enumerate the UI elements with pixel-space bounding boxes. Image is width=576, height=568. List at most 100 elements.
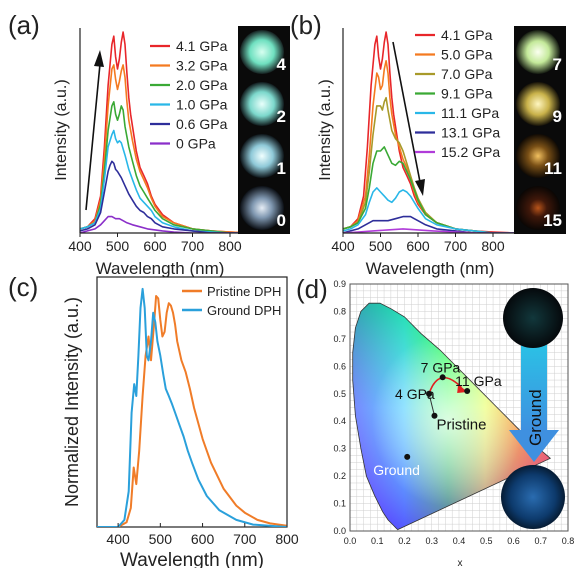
x-tick-label: 700 [444,238,468,254]
x-tick-label: 400 [68,238,92,254]
crystal-photo [516,186,560,230]
legend-label: 11.1 GPa [441,105,499,121]
cie-point [404,453,411,460]
series-line-0-2 [80,101,253,233]
x-tick-label: 0.8 [562,536,575,546]
y-tick-label: 0.5 [333,389,346,399]
panel-d: (d) 0.0 0.1 0.2 0.3 0.4 0.5 0.6 0.7 0.8 0.0 0.1 0.2… [296,274,574,568]
photo-pressure-label: 9 [553,107,562,126]
series-line-0-4 [80,160,253,233]
photo-strip-b: 7 9 11 15 [514,26,566,234]
y-tick-label: 0.0 [333,526,346,536]
y-axis-label-c: Normalized Intensity (a.u.) [62,297,82,507]
x-tick-label: 400 [106,531,130,547]
x-tick-label: 700 [233,531,257,547]
pristine-link [428,393,435,416]
legend-label: 4.1 GPa [441,27,493,43]
photo-pressure-label: 15 [543,211,562,230]
point-label: Pristine [436,417,486,434]
x-tick-label: 500 [369,238,393,254]
y-tick-label: 0.8 [333,306,346,316]
x-tick-label: 600 [406,238,430,254]
legend-label: 0.6 GPa [176,116,228,132]
ground-arrow-head [509,430,559,462]
x-tick-label: 800 [481,238,505,254]
y-tick-label: 0.6 [333,361,346,371]
x-tick-label: 0.6 [507,536,520,546]
y-tick-label: 0.4 [333,416,346,426]
x-tick-label: 800 [218,238,242,254]
x-ticks-a: 400 500 600 700 800 [68,233,242,254]
y-tick-label: 0.7 [333,334,346,344]
series-line-0-5 [80,215,253,233]
curves-b [343,31,516,233]
series-line-c-1 [97,287,287,527]
panel-c: (c) 400 500 600 700 800 Wavelength (nm) Norm… [8,272,299,568]
plot-area-b: 400 500 600 700 800 Wavelength (nm) Intensit… [317,27,523,278]
plot-frame-d [349,283,569,532]
legend-label: Pristine DPH [207,284,281,299]
ground-arrow-label: Ground [526,389,545,446]
x-tick-label: 700 [181,238,205,254]
x-axis-label-b: Wavelength (nm) [366,259,495,278]
x-tick-label: 600 [191,531,215,547]
cie-point [464,388,471,395]
photo-strip-a: 4 2 1 0 [238,26,290,234]
photo-pressure-label: 2 [277,107,286,126]
ground-arrow-group: Ground [501,288,565,529]
point-label: 4 GPa [395,386,435,402]
legend-label: 0 GPa [176,136,216,152]
ground-arrow-shaft [521,336,547,432]
x-ticks-c: 400 500 600 700 800 [106,523,299,547]
series-line-1-6 [343,228,516,233]
x-tick-label: 800 [275,531,299,547]
x-axis-label-a: Wavelength (nm) [96,259,225,278]
series-line-0-0 [80,31,253,233]
y-axis-label-b: Intensity (a.u.) [317,79,334,180]
legend-c: Pristine DPH Ground DPH [182,284,281,318]
photo-pressure-label: 7 [553,55,562,74]
cie-point [431,412,438,419]
crystal-photo [516,30,560,74]
series-line-c-0 [97,295,287,527]
photo-pressure-label: 1 [277,159,286,178]
x-tick-label: 400 [331,238,355,254]
cie-point [426,390,433,397]
legend-a: 4.1 GPa 3.2 GPa 2.0 GPa 1.0 GPa 0.6 GPa 0 GPa [150,38,228,152]
panel-label-c: (c) [8,272,38,302]
legend-label: Ground DPH [207,303,281,318]
x-tick-label: 0.1 [371,536,384,546]
x-tick-label: 0.2 [398,536,411,546]
photo-pressure-label: 0 [277,211,286,230]
x-axis-label-d: x [458,558,463,568]
crystal-photo [240,186,284,230]
x-tick-label: 500 [106,238,130,254]
point-label: 7 GPa [421,359,461,375]
x-tick-label: 600 [143,238,167,254]
series-line-1-3 [343,146,516,233]
y-tick-label: 0.1 [333,499,346,509]
y-axis-label-a: Intensity (a.u.) [53,79,70,180]
legend-label: 13.1 GPa [441,125,500,141]
panel-label-d: (d) [296,274,328,304]
y-tick-label: 0.9 [333,279,346,289]
x-axis-label-c: Wavelength (nm) [120,550,264,568]
panel-a: (a) 400 500 600 700 800 Wavelength (nm) Inte… [8,10,290,278]
x-tick-label: 0.7 [534,536,547,546]
photo-pressure-label: 4 [277,55,287,74]
y-tick-label: 0.2 [333,471,346,481]
crystal-photo [240,82,284,126]
legend-label: 4.1 GPa [176,38,228,54]
panel-label-b: (b) [290,10,322,40]
x-tick-label: 0.5 [480,536,493,546]
curves-a [80,31,253,233]
legend-b: 4.1 GPa 5.0 GPa 7.0 GPa 9.1 GPa 11.1 GPa 13.1… [415,27,500,160]
x-ticks-b: 400 500 600 700 800 [331,233,505,254]
legend-label: 5.0 GPa [441,47,493,63]
x-tick-label: 500 [149,531,173,547]
crystal-photo [516,82,560,126]
x-tick-label: 0.0 [344,536,357,546]
legend-label: 1.0 GPa [176,97,228,113]
series-line-1-4 [343,187,516,233]
crystal-photo [516,134,560,178]
